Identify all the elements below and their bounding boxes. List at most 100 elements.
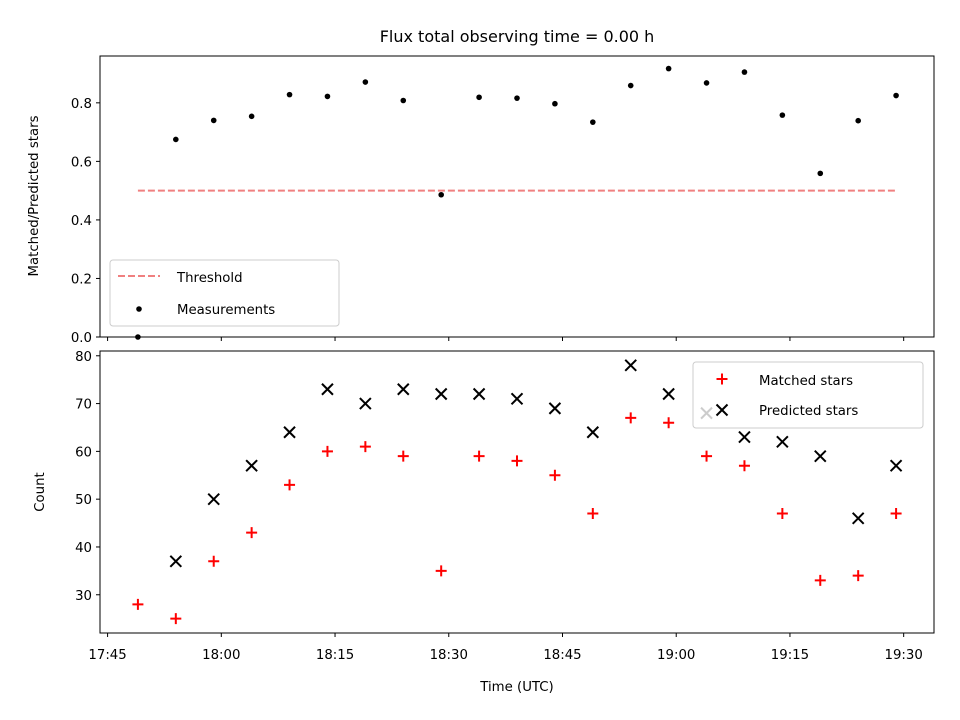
predicted-star-point <box>207 492 220 506</box>
bottom-xtick-label: 18:30 <box>430 648 468 663</box>
measurement-point <box>248 113 255 120</box>
measurement-point <box>324 93 331 100</box>
predicted-star-point <box>662 387 675 401</box>
matched-star-point <box>814 574 826 586</box>
predicted-star-point <box>889 459 903 472</box>
matched-star-point <box>208 555 220 567</box>
matched-star-point <box>435 565 447 577</box>
predicted-star-point <box>738 430 751 444</box>
predicted-star-point <box>169 555 183 568</box>
bottom-ytick-label: 40 <box>75 541 92 556</box>
bottom-xtick-label: 18:15 <box>316 648 354 663</box>
top-ytick-label: 0.0 <box>71 331 92 346</box>
matched-star-point <box>701 450 713 462</box>
legend-measurements-swatch <box>136 306 142 312</box>
predicted-star-point <box>321 383 334 396</box>
bottom-xtick-label: 19:30 <box>885 648 923 663</box>
top-ytick-label: 0.6 <box>71 155 92 170</box>
bottom-panel-xlabel: Time (UTC) <box>479 680 554 695</box>
bottom-plot-area: 30 40 50 60 70 80 17:45 18:00 18:15 18:30 18:45 19:… <box>75 350 935 663</box>
matched-star-point <box>549 469 561 481</box>
top-plot-area: 0.0 0.2 0.4 0.6 0.8 Threshold Measurements <box>71 55 935 346</box>
measurement-point <box>286 91 293 98</box>
predicted-star-point <box>510 392 524 406</box>
measurement-point <box>590 119 596 125</box>
top-ytick-label: 0.2 <box>71 272 92 287</box>
predicted-star-point <box>624 359 637 372</box>
bottom-legend: Matched stars Predicted stars <box>692 361 924 429</box>
top-ytick-label: 0.4 <box>71 214 92 229</box>
measurement-point <box>855 117 861 124</box>
matched-star-point <box>473 450 485 462</box>
matched-star-point <box>284 479 296 491</box>
matched-star-point <box>170 613 182 625</box>
measurement-point <box>438 191 444 198</box>
measurement-point <box>173 136 179 143</box>
measurement-point <box>476 94 482 101</box>
matched-star-point <box>397 450 409 462</box>
measurement-point <box>135 334 141 340</box>
bottom-legend-box <box>692 361 924 429</box>
matched-star-point <box>890 508 902 520</box>
measurement-point <box>400 97 407 104</box>
matched-star-point <box>738 460 750 472</box>
measurement-point <box>703 80 710 86</box>
predicted-star-point <box>283 426 296 439</box>
matched-star-point <box>776 508 788 520</box>
matched-star-point <box>663 417 675 429</box>
measurement-point <box>362 79 369 85</box>
top-plot-frame <box>99 55 935 338</box>
predicted-star-point <box>814 449 827 463</box>
bottom-xtick-label: 17:45 <box>88 648 126 663</box>
legend-matched-label: Matched stars <box>759 374 853 389</box>
matched-star-point <box>587 508 599 520</box>
bottom-points <box>132 359 903 625</box>
bottom-ytick-label: 30 <box>75 589 92 604</box>
bottom-xtick-label: 19:15 <box>771 648 809 663</box>
bottom-ytick-label: 60 <box>75 445 92 460</box>
measurement-point <box>552 100 558 107</box>
legend-measurements-label: Measurements <box>177 303 275 318</box>
legend-threshold-label: Threshold <box>176 271 243 286</box>
bottom-ytick-label: 80 <box>75 350 92 365</box>
predicted-star-point <box>245 459 258 472</box>
bottom-panel-ylabel: Count <box>33 472 48 512</box>
predicted-star-point <box>548 402 562 415</box>
bottom-plot-frame <box>99 350 935 634</box>
top-panel-ylabel: Matched/Predicted stars <box>27 115 42 276</box>
measurement-point <box>893 92 899 99</box>
bottom-ytick-label: 70 <box>75 398 92 413</box>
matched-star-point <box>246 527 258 539</box>
predicted-star-point <box>434 387 448 401</box>
matched-star-point <box>359 441 371 453</box>
top-legend-box <box>109 259 340 327</box>
matched-star-point <box>321 445 333 457</box>
bottom-xtick-label: 18:45 <box>543 648 581 663</box>
measurement-point <box>779 112 786 118</box>
bottom-xtick-label: 19:00 <box>657 648 695 663</box>
measurement-point <box>514 95 520 101</box>
legend-matched-swatch <box>716 373 728 385</box>
top-panel-title: Flux total observing time = 0.00 h <box>380 27 655 46</box>
measurement-point <box>665 65 672 72</box>
matched-star-point <box>625 412 637 424</box>
matched-star-point <box>132 598 144 610</box>
top-legend: Threshold Measurements <box>109 259 340 327</box>
predicted-star-point <box>586 426 600 439</box>
measurement-point <box>741 69 748 75</box>
predicted-star-point <box>851 512 865 525</box>
top-ytick-label: 0.8 <box>71 97 92 112</box>
bottom-ytick-label: 50 <box>75 493 92 508</box>
predicted-star-point <box>397 383 410 396</box>
legend-predicted-swatch <box>715 403 729 417</box>
bottom-xtick-label: 18:00 <box>202 648 240 663</box>
predicted-star-point <box>472 387 486 401</box>
matched-star-point <box>511 455 523 467</box>
legend-predicted-label: Predicted stars <box>759 404 858 419</box>
measurement-point <box>210 117 217 124</box>
matched-star-point <box>852 570 864 582</box>
measurement-point <box>817 170 824 177</box>
measurement-point <box>627 82 634 89</box>
